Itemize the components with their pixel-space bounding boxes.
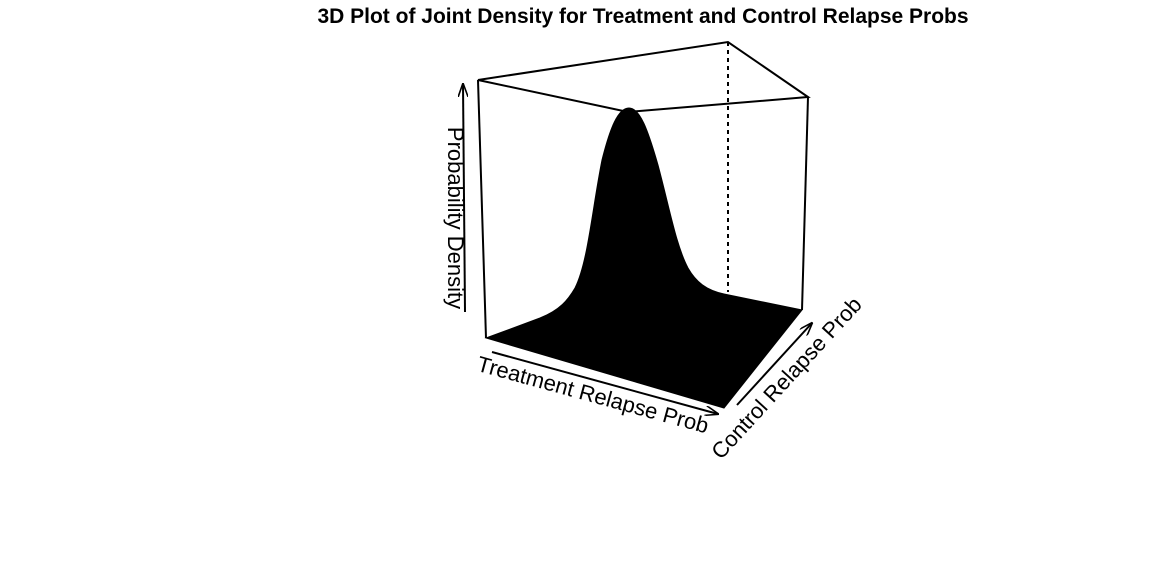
density-surface [484,107,803,409]
x-axis-arrow [491,351,718,414]
z-axis-label: Probability Density [443,127,468,309]
box-left-edge [477,79,487,339]
chart-title: 3D Plot of Joint Density for Treatment a… [317,5,968,28]
box-right-edge [801,96,809,311]
z-axis-arrow [463,84,465,313]
y-axis-arrow [736,323,812,406]
box-top-face [477,40,811,114]
